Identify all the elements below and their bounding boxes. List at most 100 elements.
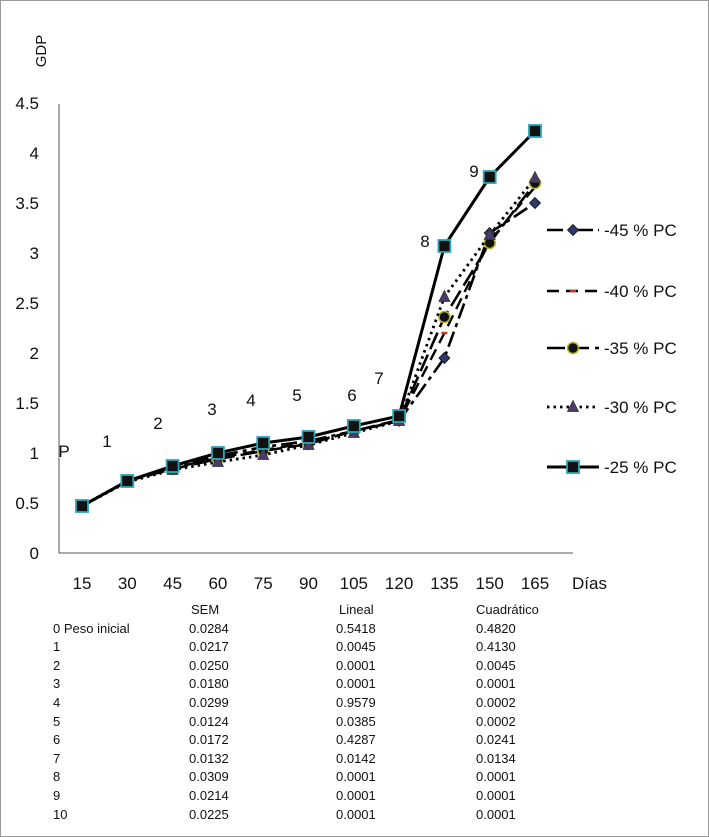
y-axis-title: GDP <box>33 35 50 68</box>
diamond-marker <box>438 351 451 365</box>
legend: -45 % PC -40 % PC -35 % PC -30 % PC -25 % PC <box>547 221 677 477</box>
triangle-marker <box>438 289 451 302</box>
table-cell-label: 8 <box>53 769 61 785</box>
point-label: 5 <box>292 386 301 405</box>
table-cell-cuadratico: 0.0045 <box>476 657 516 673</box>
table-cell-sem: 0.0124 <box>189 713 229 729</box>
x-tick-label: 105 <box>340 574 368 593</box>
circle-marker <box>566 341 580 355</box>
point-label: 7 <box>374 369 383 388</box>
series-line <box>81 201 536 508</box>
x-tick-label: 45 <box>163 574 182 593</box>
table-cell-sem: 0.0284 <box>189 620 229 636</box>
triangle-marker <box>257 447 270 460</box>
series-line <box>81 182 537 508</box>
table-cell-label: 4 <box>53 694 61 710</box>
square-marker <box>256 436 271 450</box>
table-cell-sem: 0.0217 <box>189 639 229 655</box>
square-marker <box>301 430 316 444</box>
x-tick-label: 150 <box>476 574 504 593</box>
table-cell-label: 10 <box>53 806 68 822</box>
table-row: 0 Peso inicial 0.0284 0.5418 0.4820 <box>53 620 596 639</box>
square-marker <box>120 474 135 488</box>
y-tick-label: 1 <box>30 444 39 463</box>
table-row: 9 0.0214 0.0001 0.0001 <box>53 787 596 806</box>
point-labels: P 1 2 3 4 5 67 8 9 <box>58 162 478 461</box>
series-line <box>81 177 537 508</box>
table-cell-lineal: 0.0001 <box>336 676 376 692</box>
table-cell-cuadratico: 0.0001 <box>476 676 516 692</box>
y-tick-label: 3 <box>30 244 39 263</box>
x-tick-label: 75 <box>254 574 273 593</box>
square-marker <box>210 446 225 460</box>
table-row: 4 0.0299 0.9579 0.0002 <box>53 694 596 713</box>
table-cell-cuadratico: 0.4820 <box>476 620 516 636</box>
table-row: 8 0.0309 0.0001 0.0001 <box>53 768 596 787</box>
legend-item: -45 % PC <box>547 221 677 240</box>
table-row: 1 0.0217 0.0045 0.4130 <box>53 638 596 657</box>
point-label: 8 <box>420 232 429 251</box>
square-marker <box>346 419 361 433</box>
table-cell-sem: 0.0299 <box>189 694 229 710</box>
circle-marker <box>438 310 451 324</box>
series-lines <box>75 124 542 513</box>
table-cell-cuadratico: 0.0001 <box>476 787 516 803</box>
square-marker <box>566 460 580 474</box>
x-tick-label: 15 <box>73 574 92 593</box>
legend-item: -25 % PC <box>547 458 677 477</box>
point-label: 3 <box>207 400 216 419</box>
legend-item: -35 % PC <box>547 339 677 358</box>
x-tick-label: 90 <box>299 574 318 593</box>
y-tick-label: 2 <box>30 344 39 363</box>
y-tick-label: 1.5 <box>15 394 39 413</box>
table-header-cell <box>53 601 189 620</box>
diamond-marker <box>566 223 580 237</box>
table-cell-cuadratico: 0.4130 <box>476 639 516 655</box>
legend-item: -30 % PC <box>547 398 677 417</box>
table-cell-lineal: 0.0001 <box>336 657 376 673</box>
table-cell-sem: 0.0250 <box>189 657 229 673</box>
legend-label: -45 % PC <box>604 221 677 240</box>
triangle-marker <box>483 227 496 240</box>
table-header-row: SEM Lineal Cuadrático <box>53 601 596 620</box>
table-cell-lineal: 0.4287 <box>336 732 376 748</box>
triangle-marker <box>211 454 225 467</box>
table-cell-label: 2 <box>53 657 61 673</box>
table-cell-cuadratico: 0.0001 <box>476 769 516 785</box>
triangle-marker <box>566 399 580 412</box>
diamond-marker <box>528 196 542 210</box>
series-group <box>79 185 538 508</box>
x-tick-label: 60 <box>208 574 227 593</box>
table-cell-lineal: 0.0001 <box>336 769 376 785</box>
point-label: P <box>58 442 69 461</box>
triangle-marker <box>528 170 542 183</box>
table-header-sem: SEM <box>191 602 220 617</box>
table-row: 10 0.0225 0.0001 0.0001 <box>53 806 596 825</box>
legend-label: -30 % PC <box>604 398 677 417</box>
series-group <box>75 196 542 513</box>
point-label: 2 <box>153 414 162 433</box>
table-cell-cuadratico: 0.0002 <box>476 694 516 710</box>
table-cell-lineal: 0.0045 <box>336 639 376 655</box>
table-cell-cuadratico: 0.0241 <box>476 732 516 748</box>
series-group <box>75 124 542 513</box>
legend-item: -40 % PC <box>547 282 677 301</box>
legend-label: -40 % PC <box>604 282 677 301</box>
square-marker <box>528 124 542 138</box>
table-cell-cuadratico: 0.0001 <box>476 806 516 822</box>
x-tick-label: 135 <box>430 574 458 593</box>
y-tick-label: 0.5 <box>15 494 39 513</box>
table-row: 2 0.0250 0.0001 0.0045 <box>53 657 596 676</box>
point-label: 4 <box>246 391 255 410</box>
table-cell-sem: 0.0214 <box>189 787 229 803</box>
legend-label: -35 % PC <box>604 339 677 358</box>
table-cell-sem: 0.0172 <box>189 732 229 748</box>
square-marker <box>75 499 89 513</box>
table-cell-label: 0 Peso inicial <box>53 620 130 636</box>
square-marker <box>165 459 180 473</box>
table-row: 6 0.0172 0.4287 0.0241 <box>53 731 596 750</box>
x-axis-title: Días <box>572 574 607 593</box>
table-cell-label: 7 <box>53 750 61 766</box>
